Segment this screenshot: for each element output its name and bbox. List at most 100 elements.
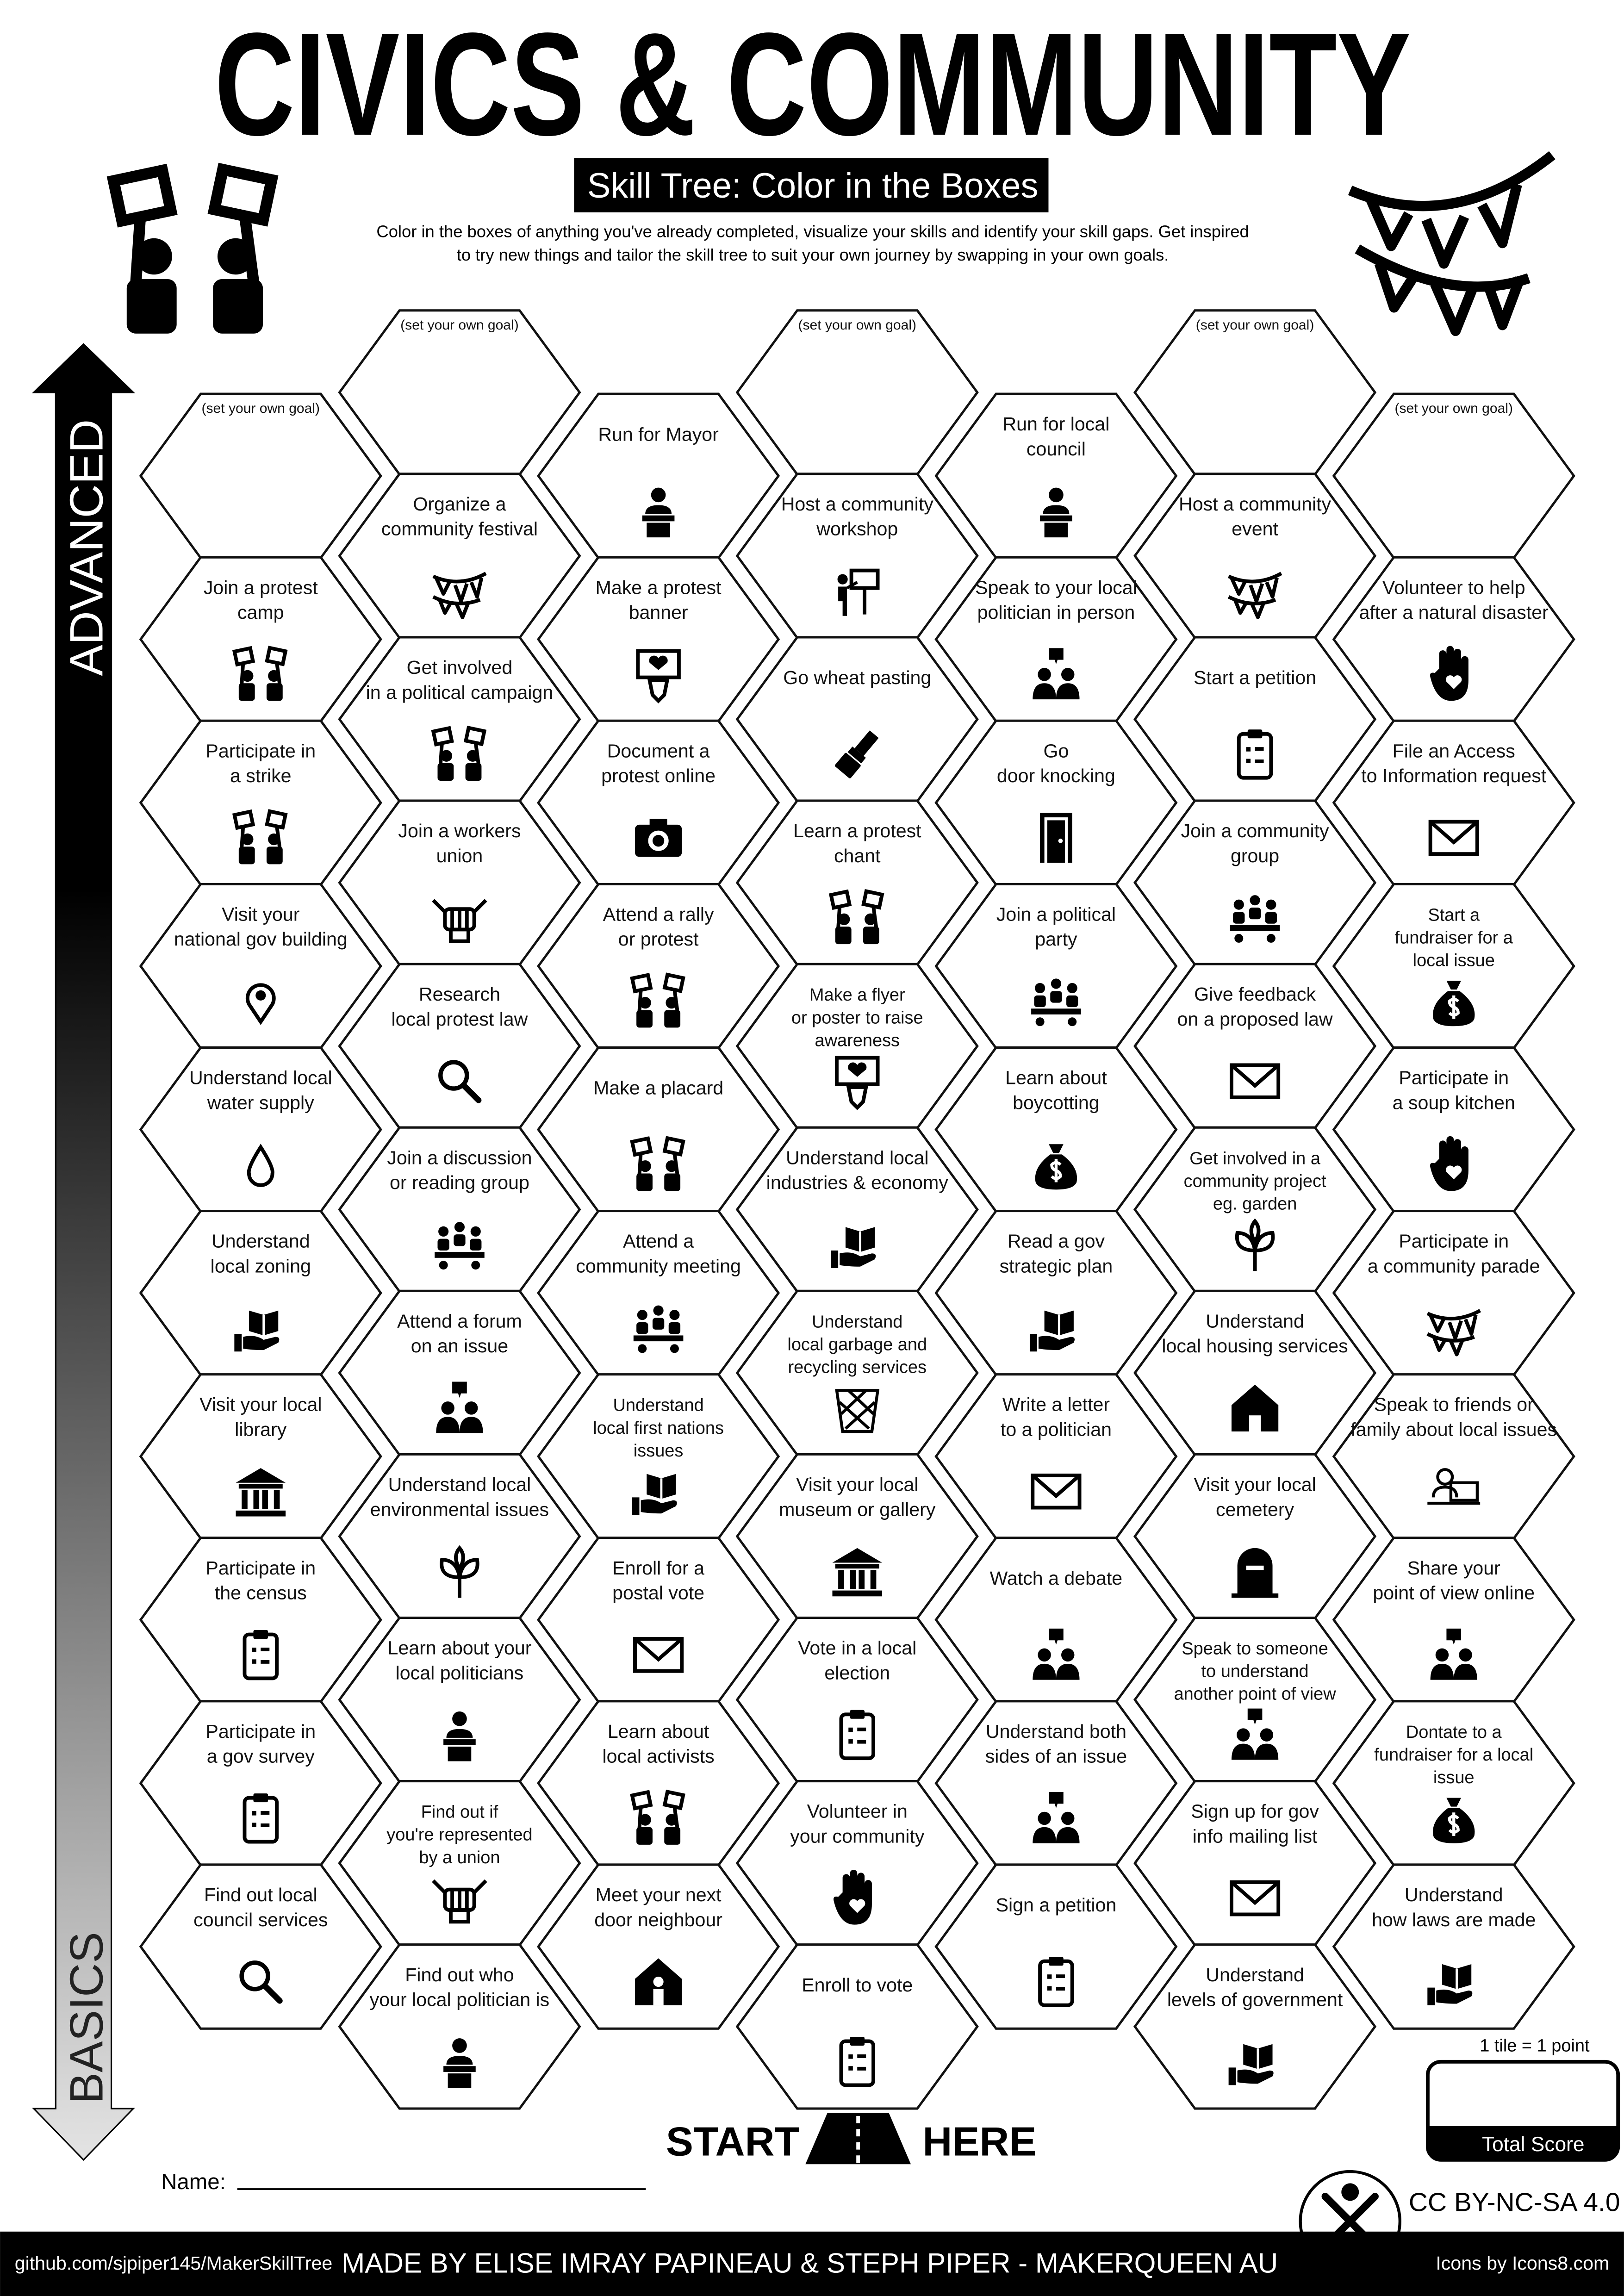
tile-label: Participate in	[1399, 1231, 1509, 1252]
goal-note: (set your own goal)	[1394, 401, 1513, 416]
tile-label: Learn a protest	[793, 820, 921, 841]
tile-icon	[635, 819, 682, 857]
tile-icon	[443, 2038, 476, 2088]
tile-label: Run for local	[1002, 413, 1109, 435]
tile-icon	[1237, 729, 1273, 780]
tile-label: your local politician is	[370, 1989, 550, 2010]
tile-label: group	[1231, 845, 1279, 866]
tile-icon	[432, 1879, 487, 1924]
tile-label: Understand	[613, 1396, 703, 1415]
tile-label: Learn about	[1005, 1067, 1107, 1089]
tile-label: Volunteer in	[807, 1801, 908, 1822]
tile-label: Attend a	[623, 1231, 694, 1252]
tile-label: chant	[834, 845, 881, 866]
tile-label: Get involved in a	[1189, 1149, 1321, 1168]
tile-icon	[232, 809, 288, 865]
footer-icons: Icons by Icons8.com	[1436, 2252, 1609, 2274]
tile-label: party	[1035, 928, 1077, 950]
tile-label: community project	[1184, 1171, 1326, 1191]
tile-icon	[839, 2036, 876, 2087]
tile-label: strategic plan	[1000, 1255, 1113, 1276]
basics-label: BASICS	[61, 1932, 113, 2103]
tile-label: Get involved	[407, 657, 513, 678]
tile-label: Learn about your	[387, 1637, 531, 1659]
tile-label: Attend a rally	[603, 903, 714, 925]
tile-icon	[630, 972, 685, 1028]
skill-tile	[934, 1863, 1178, 2030]
tile-label: Start a	[1428, 905, 1480, 925]
tile-label: local garbage and	[787, 1335, 927, 1354]
skill-tree: (set your own goal) Join a protest camp Par…	[139, 309, 1575, 2110]
tile-label: Speak to friends or	[1374, 1394, 1534, 1415]
tile-icon	[1427, 1964, 1473, 2005]
tile-icon	[1033, 1792, 1080, 1843]
tile-label: election	[824, 1662, 890, 1683]
tile-icon	[1231, 1708, 1279, 1760]
tile-label: levels of government	[1167, 1989, 1343, 2010]
footer-bar	[0, 2231, 1624, 2296]
tile-icon	[839, 1710, 876, 1761]
skill-tile	[537, 1863, 780, 2030]
tile-icon	[834, 1869, 872, 1925]
tile-label: Host a community	[1179, 493, 1332, 515]
tile-label: Join a discussion	[387, 1147, 532, 1168]
tile-label: issues	[634, 1441, 684, 1461]
tile-label: Participate in	[205, 1721, 316, 1742]
tile-icon	[837, 568, 880, 616]
tile-icon	[239, 1960, 283, 2004]
tile-label: Organize a	[413, 493, 506, 515]
footer-credit: MADE BY ELISE IMRAY PAPINEAU & STEPH PIP…	[342, 2247, 1278, 2278]
skill-tile	[735, 1943, 979, 2110]
start-label: START	[666, 2118, 800, 2164]
tile-label: in a political campaign	[366, 682, 554, 703]
tile-label: Sign up for gov	[1191, 1801, 1319, 1822]
tile-label: Visit your local	[796, 1474, 918, 1495]
tile-label: cemetery	[1216, 1499, 1294, 1520]
tile-label: awareness	[815, 1031, 900, 1050]
tile-label: on a proposed law	[1177, 1008, 1333, 1030]
tile-label: Find out local	[204, 1884, 317, 1905]
tile-label: workshop	[816, 518, 898, 540]
tile-label: Participate in	[205, 740, 316, 761]
tile-icon	[1433, 981, 1475, 1027]
tile-label: local first nations	[593, 1419, 724, 1438]
tile-label: Understand both	[986, 1721, 1126, 1742]
tile-label: Make a placard	[593, 1077, 723, 1099]
tile-label: local housing services	[1162, 1335, 1348, 1356]
tile-label: banner	[629, 602, 688, 623]
name-label: Name:	[161, 2170, 226, 2194]
score-rule: 1 tile = 1 point	[1480, 2036, 1590, 2056]
tile-label: Make a flyer	[809, 985, 905, 1005]
tile-icon	[1035, 1144, 1077, 1190]
advanced-label: ADVANCED	[61, 419, 113, 676]
tile-icon	[1031, 1473, 1082, 1510]
description: to try new things and tailor the skill t…	[457, 245, 1169, 264]
tile-label: or poster to raise	[791, 1008, 923, 1027]
tile-label: info mailing list	[1193, 1825, 1318, 1847]
license: CC BY-NC-SA 4.0	[1409, 2187, 1620, 2217]
tile-label: event	[1232, 518, 1278, 540]
tile-label: Research	[419, 983, 500, 1005]
tile-label: library	[235, 1419, 286, 1440]
decorations	[106, 151, 1556, 336]
tile-icon	[1033, 1628, 1080, 1680]
tile-icon	[432, 899, 487, 943]
level-arrow	[31, 343, 135, 2161]
footer-link: github.com/sjpiper145/MakerSkillTree	[15, 2252, 332, 2274]
tile-label: after a natural disaster	[1359, 602, 1549, 623]
tile-label: or protest	[618, 928, 699, 950]
goal-note: (set your own goal)	[798, 317, 916, 333]
tile-icon	[1231, 1548, 1279, 1598]
tile-label: a community parade	[1368, 1255, 1540, 1276]
tile-label: Join a workers	[398, 820, 521, 841]
tile-icon	[1029, 1310, 1075, 1352]
tile-icon	[633, 1305, 684, 1353]
tile-icon	[832, 1548, 883, 1597]
tile-icon	[835, 1056, 880, 1110]
tile-icon	[642, 487, 675, 538]
tile-label: Read a gov	[1008, 1231, 1105, 1252]
tile-label: water supply	[207, 1092, 314, 1113]
title: CIVICS & COMMUNITY	[215, 3, 1411, 166]
tile-label: community festival	[381, 518, 538, 540]
tile-label: Start a petition	[1194, 667, 1316, 688]
